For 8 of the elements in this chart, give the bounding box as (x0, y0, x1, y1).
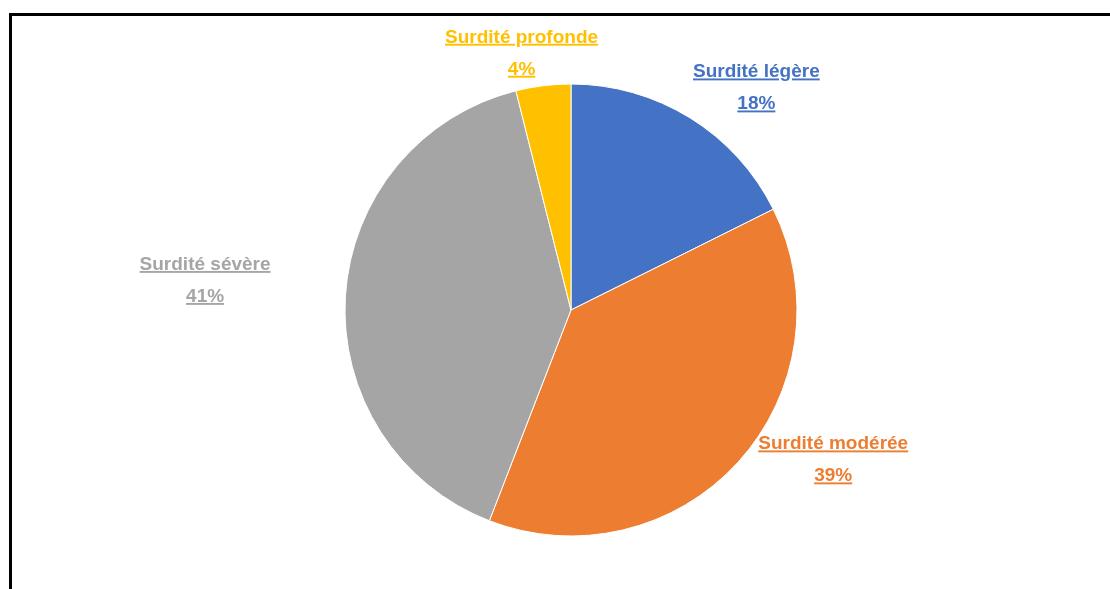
slice-label: Surdité modérée (758, 432, 909, 454)
data-label: 18% (737, 92, 776, 114)
slice-label: Surdité sévère (139, 252, 271, 274)
data-label: 39% (814, 464, 853, 486)
data-label: 41% (186, 284, 225, 306)
slice-label: Surdité profonde (445, 25, 599, 47)
slice-label: Surdité légère (693, 60, 820, 82)
data-label: 4% (507, 57, 536, 79)
